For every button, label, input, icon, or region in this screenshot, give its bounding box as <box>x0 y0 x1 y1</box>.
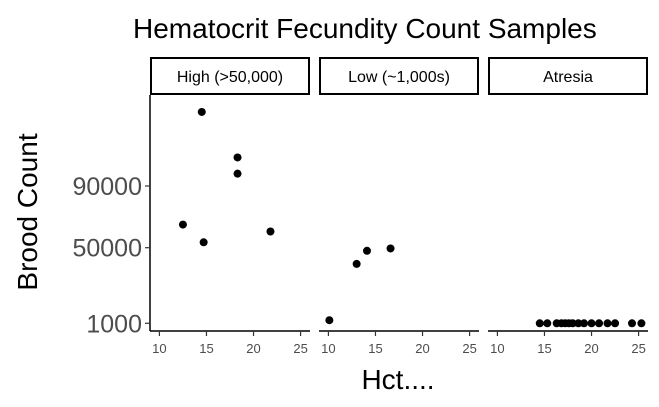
facet-strip-label: High (>50,000) <box>177 69 283 86</box>
data-point <box>325 316 334 325</box>
facet-strip-label: Low (~1,000s) <box>348 69 450 86</box>
data-point <box>197 107 206 116</box>
data-point <box>386 244 395 253</box>
data-point <box>580 319 588 328</box>
y-tick-label: 1000 <box>86 310 142 338</box>
data-point <box>568 319 577 328</box>
data-point <box>587 319 596 328</box>
facet-panel: High (>50,000) 10 15 20 25 <box>150 57 310 356</box>
facet-strip-label: Atresia <box>543 69 593 86</box>
x-tick-label: 15 <box>199 341 213 356</box>
y-axis: 1000 50000 90000 <box>72 95 151 338</box>
data-point <box>199 238 208 247</box>
data-point <box>543 319 552 328</box>
x-tick-label: 25 <box>293 341 307 356</box>
x-tick-label: 10 <box>490 341 504 356</box>
data-point <box>266 227 275 236</box>
x-tick-label: 10 <box>321 341 335 356</box>
data-point <box>603 319 612 328</box>
facet-strip <box>319 57 479 95</box>
x-tick-label: 20 <box>246 341 260 356</box>
data-point <box>637 319 646 328</box>
data-point <box>178 220 187 229</box>
data-point <box>595 319 604 328</box>
x-tick-label: 15 <box>368 341 382 356</box>
facet-strip <box>150 57 310 95</box>
data-point <box>352 259 361 268</box>
x-tick-label: 15 <box>537 341 551 356</box>
facet-panel: Atresia 10 15 20 25 <box>488 57 648 356</box>
y-tick-label: 50000 <box>72 235 142 263</box>
data-point <box>574 319 583 328</box>
data-point <box>363 246 371 255</box>
x-tick-label: 25 <box>462 341 476 356</box>
facet-strip <box>488 57 648 95</box>
x-tick-label: 20 <box>584 341 598 356</box>
panels-group: High (>50,000) 10 15 20 25 Low (~1,000s) 10 15 2… <box>150 57 648 356</box>
x-tick-label: 20 <box>415 341 429 356</box>
data-point <box>611 319 620 328</box>
y-axis-title: Brood Count <box>12 133 43 290</box>
x-tick-label: 10 <box>152 341 166 356</box>
data-point <box>233 153 242 162</box>
data-point <box>628 319 636 328</box>
data-point <box>535 319 544 328</box>
facet-panel: Low (~1,000s) 10 15 20 25 <box>319 57 479 356</box>
data-point <box>233 169 242 178</box>
x-tick-label: 25 <box>631 341 645 356</box>
y-tick-label: 90000 <box>72 173 142 201</box>
chart-title: Hematocrit Fecundity Count Samples <box>133 13 597 44</box>
x-axis-title: Hct.... <box>361 364 434 395</box>
